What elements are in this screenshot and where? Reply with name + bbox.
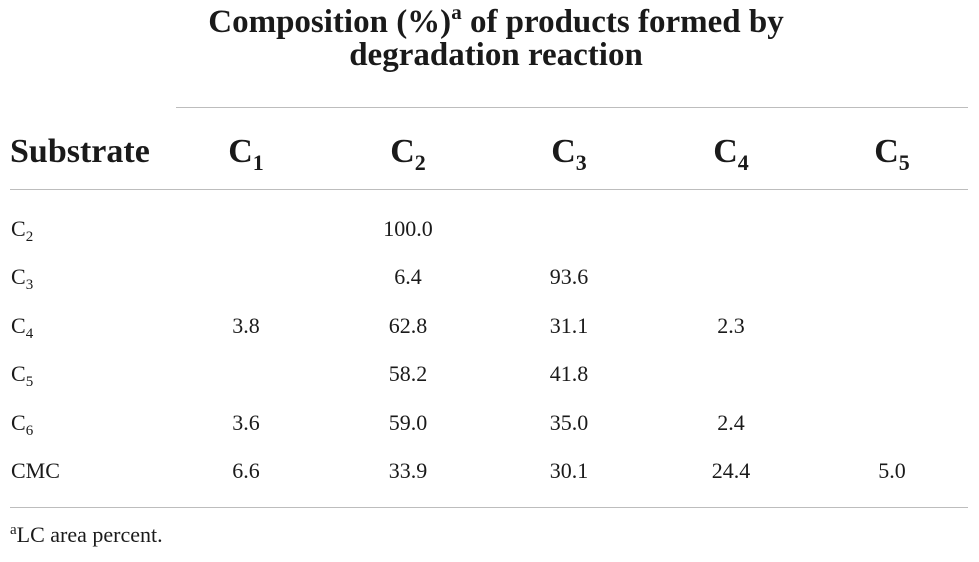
cell-c1: 3.8 — [232, 313, 260, 338]
table-row: C5 58.2 41.8 — [0, 359, 979, 390]
table-row: C6 3.6 59.0 35.0 2.4 — [0, 408, 979, 439]
table-footnote: aLC area percent. — [10, 520, 163, 550]
group-header-text: Composition (%) — [208, 4, 452, 40]
group-header-rule — [176, 107, 968, 108]
footnote-marker: a — [451, 0, 462, 24]
cell-c2: 6.4 — [394, 264, 422, 289]
row-substrate-label: C3 — [11, 264, 34, 293]
cell-c4: 2.4 — [717, 410, 745, 435]
table-row: CMC 6.6 33.9 30.1 24.4 5.0 — [0, 456, 979, 486]
column-header-substrate: Substrate — [10, 133, 150, 170]
footnote-text: LC area percent. — [16, 522, 163, 547]
row-substrate-label: C6 — [11, 410, 34, 439]
cell-c3: 31.1 — [549, 313, 589, 338]
row-substrate-label: C2 — [11, 216, 34, 245]
cell-c3: 35.0 — [549, 410, 589, 435]
header-rule — [10, 189, 968, 190]
footnote-marker: a — [10, 522, 17, 538]
column-header-c5: C5 — [874, 133, 910, 175]
cell-c4: 24.4 — [711, 458, 751, 483]
cell-c2: 100.0 — [383, 216, 433, 241]
cell-c2: 58.2 — [388, 361, 428, 386]
column-header-c3: C3 — [551, 133, 587, 175]
table-group-header-line1: Composition (%)a of products formed by — [176, 2, 816, 40]
cell-c1: 6.6 — [232, 458, 260, 483]
cell-c4: 2.3 — [717, 313, 745, 338]
group-header-text-cont: of products formed by — [461, 4, 784, 40]
cell-c3: 30.1 — [549, 458, 589, 483]
row-substrate-label: C5 — [11, 361, 34, 390]
table-group-header-line2: degradation reaction — [349, 37, 643, 73]
table-row: C2 100.0 — [0, 214, 979, 245]
row-substrate-label: CMC — [11, 458, 60, 483]
cell-c3: 41.8 — [549, 361, 589, 386]
table-row: C3 6.4 93.6 — [0, 262, 979, 293]
cell-c3: 93.6 — [549, 264, 589, 289]
cell-c1: 3.6 — [232, 410, 260, 435]
table-group-header: Composition (%)a of products formed by d… — [176, 2, 816, 73]
cell-c2: 59.0 — [388, 410, 428, 435]
column-header-c4: C4 — [713, 133, 749, 175]
cell-c5: 5.0 — [878, 458, 906, 483]
cell-c2: 33.9 — [388, 458, 428, 483]
table-bottom-rule — [10, 507, 968, 508]
column-header-c1: C1 — [228, 133, 264, 175]
cell-c2: 62.8 — [388, 313, 428, 338]
table-row: C4 3.8 62.8 31.1 2.3 — [0, 311, 979, 342]
row-substrate-label: C4 — [11, 313, 34, 342]
column-header-c2: C2 — [390, 133, 426, 175]
